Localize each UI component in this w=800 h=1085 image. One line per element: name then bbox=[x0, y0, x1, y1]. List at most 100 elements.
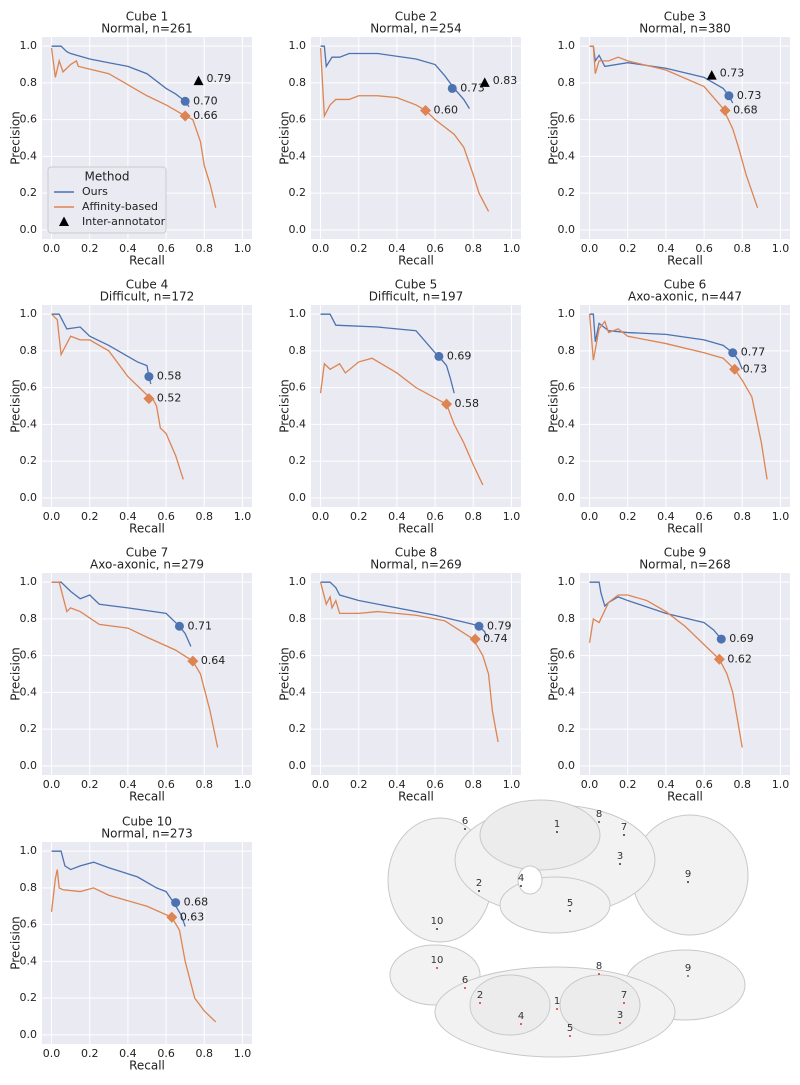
best-label: 0.74 bbox=[483, 632, 508, 645]
x-tick-label: 0.8 bbox=[196, 510, 214, 523]
x-tick-label: 1.0 bbox=[234, 242, 252, 255]
series-line bbox=[51, 581, 219, 748]
region-dot bbox=[569, 910, 571, 912]
best-point bbox=[420, 104, 432, 116]
x-tick-label: 1.0 bbox=[234, 778, 252, 791]
region-label: 1 bbox=[554, 819, 560, 830]
x-tick-label: 0.8 bbox=[196, 242, 214, 255]
x-tick-label: 0.6 bbox=[695, 778, 713, 791]
plot-area bbox=[311, 305, 521, 507]
series-line bbox=[51, 313, 152, 385]
series-line bbox=[50, 47, 217, 208]
best-point bbox=[729, 363, 741, 375]
y-axis-label: Precision bbox=[547, 647, 561, 701]
region-label: 8 bbox=[596, 809, 602, 820]
y-tick-label: 0.2 bbox=[558, 722, 576, 735]
region-label: 9 bbox=[685, 869, 691, 880]
x-tick-label: 0.0 bbox=[581, 778, 599, 791]
annotator-label: 0.79 bbox=[207, 72, 232, 85]
chart-subtitle: Normal, n=268 bbox=[639, 558, 731, 572]
x-tick-label: 0.4 bbox=[119, 242, 137, 255]
best-label: 0.73 bbox=[460, 81, 485, 94]
best-point bbox=[716, 634, 726, 644]
x-tick-label: 0.4 bbox=[657, 510, 675, 523]
region-label: 3 bbox=[617, 1010, 623, 1021]
series-line bbox=[50, 869, 217, 1023]
region-label: 6 bbox=[462, 975, 468, 986]
x-tick-label: 1.0 bbox=[503, 778, 521, 791]
x-tick-label: 0.8 bbox=[465, 510, 483, 523]
best-point bbox=[187, 655, 199, 667]
y-tick-label: 1.0 bbox=[20, 39, 38, 52]
x-tick-label: 1.0 bbox=[234, 1047, 252, 1060]
chart-subtitle: Normal, n=380 bbox=[639, 22, 731, 36]
x-axis-label: Recall bbox=[398, 254, 434, 268]
y-tick-label: 1.0 bbox=[558, 575, 576, 588]
y-tick-label: 1.0 bbox=[20, 575, 38, 588]
region-label: 8 bbox=[596, 961, 602, 972]
x-tick-label: 0.8 bbox=[734, 778, 752, 791]
x-tick-label: 0.0 bbox=[43, 778, 61, 791]
chart-subtitle: Normal, n=261 bbox=[101, 22, 193, 36]
y-tick-label: 0.0 bbox=[289, 223, 307, 236]
x-tick-label: 0.4 bbox=[119, 778, 137, 791]
x-tick-label: 0.2 bbox=[619, 510, 637, 523]
region-dot bbox=[464, 987, 466, 989]
y-tick-label: 0.0 bbox=[558, 491, 576, 504]
x-tick-label: 0.8 bbox=[734, 510, 752, 523]
best-label: 0.71 bbox=[187, 619, 212, 632]
brain-rendering bbox=[387, 799, 749, 1058]
x-axis-label: Recall bbox=[129, 522, 165, 536]
chart-title: Cube 4 bbox=[126, 278, 168, 292]
region-label: 7 bbox=[621, 990, 627, 1001]
best-point bbox=[180, 96, 190, 106]
annotator-point bbox=[193, 75, 204, 86]
y-tick-label: 0.4 bbox=[289, 149, 307, 162]
x-tick-label: 0.6 bbox=[695, 510, 713, 523]
legend-label: Inter-annotator bbox=[82, 215, 166, 228]
region-label: 2 bbox=[477, 990, 483, 1001]
y-axis-label: Precision bbox=[9, 647, 23, 701]
y-tick-label: 0.8 bbox=[558, 344, 576, 357]
y-tick-label: 0.0 bbox=[289, 491, 307, 504]
x-tick-label: 0.0 bbox=[43, 510, 61, 523]
y-tick-label: 0.2 bbox=[20, 454, 38, 467]
y-tick-label: 0.0 bbox=[20, 759, 38, 772]
region-dot bbox=[556, 1008, 558, 1010]
y-tick-label: 0.4 bbox=[289, 417, 307, 430]
x-tick-label: 0.0 bbox=[581, 242, 599, 255]
best-point bbox=[441, 398, 453, 410]
y-tick-label: 0.4 bbox=[20, 685, 38, 698]
y-tick-label: 0.4 bbox=[20, 417, 38, 430]
x-tick-label: 0.2 bbox=[81, 510, 99, 523]
x-tick-label: 0.2 bbox=[81, 778, 99, 791]
x-tick-label: 0.6 bbox=[157, 778, 175, 791]
y-tick-label: 0.4 bbox=[558, 149, 576, 162]
x-tick-label: 0.0 bbox=[312, 778, 330, 791]
y-tick-label: 1.0 bbox=[20, 844, 38, 857]
region-label: 2 bbox=[476, 878, 482, 889]
region-label: 5 bbox=[567, 1023, 573, 1034]
best-point bbox=[719, 104, 731, 116]
y-tick-label: 0.8 bbox=[20, 76, 38, 89]
x-axis-label: Recall bbox=[129, 790, 165, 804]
region-label: 5 bbox=[567, 898, 573, 909]
region-label: 10 bbox=[431, 916, 444, 927]
y-tick-label: 1.0 bbox=[289, 39, 307, 52]
y-axis-label: Precision bbox=[278, 379, 292, 433]
x-tick-label: 1.0 bbox=[234, 510, 252, 523]
series-line bbox=[319, 47, 490, 212]
region-dot bbox=[623, 1002, 625, 1004]
x-tick-label: 0.4 bbox=[119, 1047, 137, 1060]
plot-area bbox=[580, 37, 790, 239]
best-point bbox=[728, 348, 738, 358]
y-tick-label: 0.2 bbox=[558, 454, 576, 467]
y-tick-label: 0.6 bbox=[289, 381, 307, 394]
x-tick-label: 0.2 bbox=[350, 242, 368, 255]
x-tick-label: 0.6 bbox=[426, 778, 444, 791]
y-tick-label: 0.6 bbox=[20, 918, 38, 931]
y-axis-label: Precision bbox=[278, 111, 292, 165]
y-axis-label: Precision bbox=[547, 111, 561, 165]
region-label: 4 bbox=[518, 1011, 524, 1022]
